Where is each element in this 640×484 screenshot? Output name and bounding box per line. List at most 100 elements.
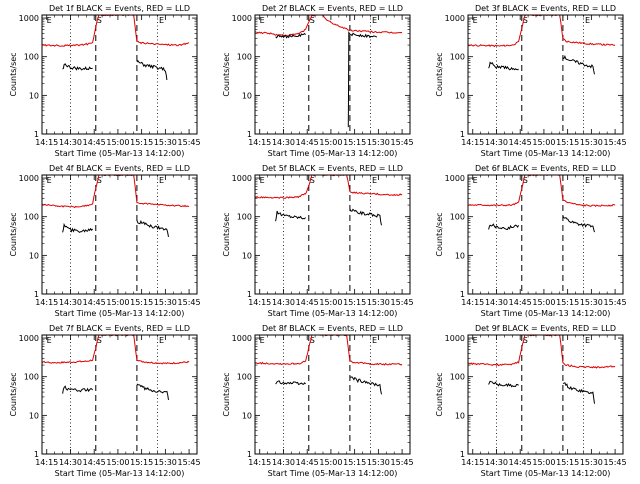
x-tick-label: 14:15	[35, 458, 58, 467]
x-tick-label: 15:00	[106, 138, 129, 147]
x-tick-label: 14:45	[296, 138, 319, 147]
x-tick-label: 15:00	[319, 138, 342, 147]
y-tick-label: 1000	[19, 334, 39, 343]
y-tick-label: 1000	[232, 334, 252, 343]
x-axis-label: Start Time (05-Mar-13 14:12:00)	[481, 309, 611, 318]
y-tick-label: 100	[24, 213, 39, 222]
x-axis-label: Start Time (05-Mar-13 14:12:00)	[481, 149, 611, 158]
black-series	[276, 381, 306, 385]
y-tick-label: 10	[29, 91, 39, 100]
x-tick-label: 15:30	[367, 458, 390, 467]
plot-frame	[468, 175, 623, 294]
x-tick-label: 15:30	[580, 458, 603, 467]
y-axis-label: Counts/sec	[9, 212, 18, 256]
x-tick-label: 15:45	[391, 298, 414, 307]
black-series	[489, 224, 519, 229]
panel-9: Det 9f BLACK = Events, RED = LLD Counts/s…	[435, 324, 627, 478]
x-tick-label: 15:45	[178, 458, 201, 467]
red-series	[255, 335, 402, 365]
black-series	[137, 384, 169, 400]
x-tick-label: 15:45	[604, 458, 627, 467]
panel-title: Det 4f BLACK = Events, RED = LLD	[49, 164, 190, 173]
marker-E-end: E	[159, 176, 164, 185]
red-series	[255, 175, 402, 198]
x-tick-label: 15:15	[556, 298, 579, 307]
x-tick-label: 14:30	[59, 298, 82, 307]
x-tick-label: 15:30	[154, 458, 177, 467]
panel-title: Det 8f BLACK = Events, RED = LLD	[262, 324, 403, 333]
y-tick-label: 10	[29, 411, 39, 420]
y-tick-label: 1000	[19, 14, 39, 23]
x-tick-label: 14:15	[461, 298, 484, 307]
x-tick-label: 14:30	[485, 298, 508, 307]
x-tick-label: 14:30	[272, 298, 295, 307]
marker-E-start: E	[473, 336, 478, 345]
panel-title: Det 3f BLACK = Events, RED = LLD	[475, 4, 616, 13]
x-axis-label: Start Time (05-Mar-13 14:12:00)	[55, 469, 185, 478]
x-axis-label: Start Time (05-Mar-13 14:12:00)	[55, 149, 185, 158]
x-tick-label: 14:15	[248, 298, 271, 307]
x-tick-label: 15:30	[154, 298, 177, 307]
panel-title: Det 9f BLACK = Events, RED = LLD	[475, 324, 616, 333]
marker-E-end: E	[585, 176, 590, 185]
black-series	[350, 377, 382, 395]
x-tick-label: 15:15	[130, 138, 153, 147]
y-tick-label: 10	[455, 411, 465, 420]
black-series	[489, 62, 519, 69]
x-tick-label: 15:00	[532, 458, 555, 467]
y-tick-label: 100	[24, 53, 39, 62]
plot-frame	[468, 15, 623, 134]
x-tick-label: 14:45	[83, 298, 106, 307]
x-tick-label: 15:45	[604, 138, 627, 147]
x-tick-label: 14:45	[83, 138, 106, 147]
x-tick-label: 15:45	[178, 138, 201, 147]
red-series	[468, 335, 615, 368]
red-series	[42, 175, 189, 208]
marker-E-end: E	[372, 16, 377, 25]
marker-S: S	[310, 16, 315, 25]
x-tick-label: 15:15	[343, 458, 366, 467]
black-series	[63, 386, 93, 393]
x-tick-label: 15:45	[178, 298, 201, 307]
panel-5: Det 5f BLACK = Events, RED = LLD Counts/s…	[222, 164, 414, 318]
y-tick-label: 10	[242, 251, 252, 260]
y-tick-label: 1000	[232, 14, 252, 23]
x-tick-label: 15:15	[130, 298, 153, 307]
y-tick-label: 100	[24, 373, 39, 382]
y-tick-label: 10	[242, 91, 252, 100]
panel-2: Det 2f BLACK = Events, RED = LLDCounts/s…	[222, 4, 414, 158]
y-axis-label: Counts/sec	[9, 372, 18, 416]
plot-frame	[255, 335, 410, 454]
x-tick-label: 15:30	[154, 138, 177, 147]
x-axis-label: Start Time (05-Mar-13 14:12:00)	[268, 309, 398, 318]
plot-frame	[255, 175, 410, 294]
black-series	[489, 381, 519, 386]
y-tick-label: 100	[237, 53, 252, 62]
y-tick-label: 1000	[445, 174, 465, 183]
marker-E-end: E	[372, 176, 377, 185]
x-tick-label: 15:15	[343, 298, 366, 307]
x-tick-label: 15:30	[367, 298, 390, 307]
panel-7: Det 7f BLACK = Events, RED = LLD Counts/s…	[9, 324, 201, 478]
x-tick-label: 15:00	[319, 298, 342, 307]
x-tick-label: 15:00	[106, 458, 129, 467]
x-tick-label: 15:30	[580, 138, 603, 147]
y-tick-label: 10	[242, 411, 252, 420]
marker-E-end: E	[585, 336, 590, 345]
x-tick-label: 15:15	[343, 138, 366, 147]
red-series	[42, 15, 189, 46]
x-axis-label: Start Time (05-Mar-13 14:12:00)	[268, 469, 398, 478]
y-tick-label: 100	[450, 53, 465, 62]
x-tick-label: 14:15	[461, 138, 484, 147]
x-tick-label: 14:30	[272, 458, 295, 467]
x-axis-label: Start Time (05-Mar-13 14:12:00)	[481, 469, 611, 478]
x-tick-label: 14:15	[35, 298, 58, 307]
marker-E-end: E	[159, 16, 164, 25]
x-tick-label: 14:30	[485, 458, 508, 467]
black-series	[563, 383, 595, 404]
x-tick-label: 14:15	[461, 458, 484, 467]
x-tick-label: 14:45	[509, 458, 532, 467]
x-tick-label: 14:45	[83, 458, 106, 467]
x-tick-label: 15:45	[604, 298, 627, 307]
